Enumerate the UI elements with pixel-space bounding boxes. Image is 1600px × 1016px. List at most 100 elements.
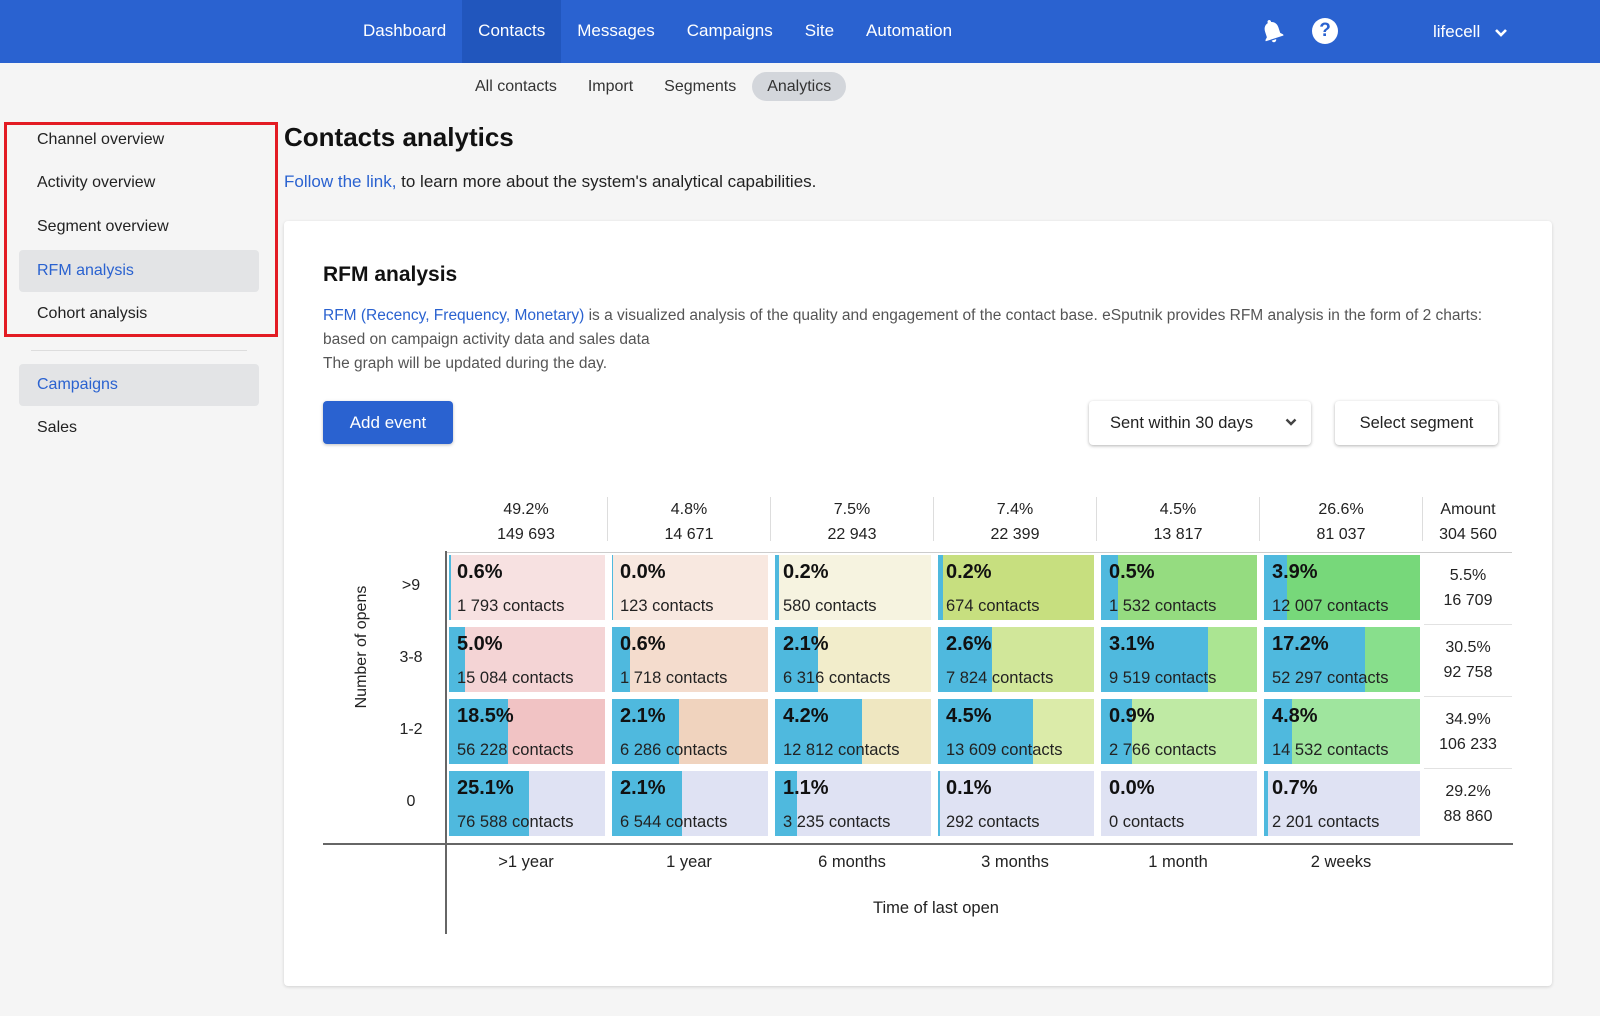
cell-contacts: 2 766 contacts — [1109, 741, 1217, 759]
share-bar — [775, 771, 797, 836]
sidebar-item-channel-overview[interactable]: Channel overview — [37, 131, 165, 148]
heatmap-cell[interactable]: 2.6% 7 824 contacts — [938, 627, 1094, 692]
amount-total: 304 560 — [1439, 526, 1497, 543]
cell-percent: 0.0% — [620, 561, 666, 583]
cell-percent: 0.5% — [1109, 561, 1155, 583]
sidebar-item-sales[interactable]: Sales — [37, 419, 78, 436]
follow-link[interactable]: Follow the link, — [284, 172, 397, 191]
sidebar-item-cohort-analysis[interactable]: Cohort analysis — [37, 305, 148, 322]
column-divider — [1096, 497, 1097, 541]
heatmap-cell[interactable]: 0.2% 580 contacts — [775, 555, 931, 620]
row-label: 0 — [406, 793, 416, 810]
heatmap-cell[interactable]: 0.0% 123 contacts — [612, 555, 768, 620]
heatmap-cell[interactable]: 2.1% 6 286 contacts — [612, 699, 768, 764]
heatmap-cell[interactable]: 4.5% 13 609 contacts — [938, 699, 1094, 764]
column-divider — [933, 497, 934, 541]
heatmap-cell[interactable]: 0.5% 1 532 contacts — [1101, 555, 1257, 620]
column-divider — [1259, 497, 1260, 541]
cell-percent: 0.6% — [457, 561, 503, 583]
cell-percent: 2.1% — [783, 633, 829, 655]
heatmap-cell[interactable]: 18.5% 56 228 contacts — [449, 699, 605, 764]
add-event-button[interactable]: Add event — [323, 401, 453, 444]
account-menu[interactable]: lifecell — [1433, 0, 1508, 63]
help-icon[interactable]: ? — [1312, 18, 1338, 44]
cell-contacts: 292 contacts — [946, 813, 1040, 831]
row-label: 3-8 — [399, 649, 423, 666]
account-name: lifecell — [1433, 22, 1481, 41]
heatmap-cell[interactable]: 0.2% 674 contacts — [938, 555, 1094, 620]
heatmap-cell[interactable]: 0.9% 2 766 contacts — [1101, 699, 1257, 764]
heatmap-cell[interactable]: 0.1% 292 contacts — [938, 771, 1094, 836]
cell-contacts: 13 609 contacts — [946, 741, 1063, 759]
highlight-frame — [4, 122, 278, 337]
share-bar — [449, 771, 529, 836]
heatmap-cell[interactable]: 2.1% 6 544 contacts — [612, 771, 768, 836]
row-total-pct: 29.2% — [1445, 783, 1491, 800]
row-separator — [1424, 624, 1512, 625]
tab-all-contacts[interactable]: All contacts — [475, 78, 557, 95]
heatmap-cell[interactable]: 0.0% 0 contacts — [1101, 771, 1257, 836]
cell-contacts: 12 812 contacts — [783, 741, 900, 759]
cell-contacts: 9 519 contacts — [1109, 669, 1217, 687]
share-bar — [449, 627, 465, 692]
heatmap-cell[interactable]: 4.2% 12 812 contacts — [775, 699, 931, 764]
column-total-pct: 4.5% — [1159, 501, 1197, 518]
nav-automation[interactable]: Automation — [866, 21, 953, 40]
nav-contacts[interactable]: Contacts — [462, 0, 562, 63]
share-bar — [1101, 555, 1119, 620]
row-total: 29.2% 88 860 — [1424, 779, 1512, 829]
x-tick-label: 1 year — [666, 853, 712, 871]
heatmap-cell[interactable]: 3.1% 9 519 contacts — [1101, 627, 1257, 692]
heatmap-cell[interactable]: 3.9% 12 007 contacts — [1264, 555, 1420, 620]
rfm-title: RFM analysis — [323, 263, 458, 286]
share-bar — [1101, 699, 1133, 764]
cell-percent: 0.9% — [1109, 705, 1155, 727]
heatmap-cell[interactable]: 1.1% 3 235 contacts — [775, 771, 931, 836]
row-total-count: 106 233 — [1439, 736, 1497, 753]
nav-campaigns[interactable]: Campaigns — [686, 21, 773, 40]
tab-segments[interactable]: Segments — [664, 78, 737, 95]
tab-analytics[interactable]: Analytics — [752, 72, 847, 101]
cell-contacts: 1 532 contacts — [1109, 597, 1217, 615]
heatmap-cell[interactable]: 2.1% 6 316 contacts — [775, 627, 931, 692]
sidebar-item-rfm-analysis[interactable]: RFM analysis — [19, 250, 259, 292]
sidebar-item-campaigns[interactable]: Campaigns — [19, 364, 259, 406]
row-total-pct: 5.5% — [1449, 567, 1487, 584]
select-segment-button[interactable]: Select segment — [1335, 401, 1498, 445]
cell-contacts: 76 588 contacts — [457, 813, 574, 831]
row-total-pct: 34.9% — [1445, 711, 1491, 728]
heatmap-cell[interactable]: 0.6% 1 718 contacts — [612, 627, 768, 692]
sidebar-item-activity-overview[interactable]: Activity overview — [37, 174, 156, 191]
nav-dashboard[interactable]: Dashboard — [363, 21, 447, 40]
column-total: 7.4% 22 399 — [935, 497, 1095, 547]
heatmap-cell[interactable]: 25.1% 76 588 contacts — [449, 771, 605, 836]
tab-import[interactable]: Import — [587, 78, 634, 95]
share-bar — [938, 771, 941, 836]
row-label: 1-2 — [399, 721, 423, 738]
cell-percent: 0.2% — [783, 561, 829, 583]
heatmap-cell[interactable]: 5.0% 15 084 contacts — [449, 627, 605, 692]
cell-contacts: 6 316 contacts — [783, 669, 891, 687]
cell-percent: 5.0% — [457, 633, 503, 655]
nav-site[interactable]: Site — [804, 21, 835, 40]
rfm-description: RFM (Recency, Frequency, Monetary) is a … — [323, 304, 1503, 376]
amount-header: Amount 304 560 — [1424, 497, 1512, 547]
heatmap-cell[interactable]: 17.2% 52 297 contacts — [1264, 627, 1420, 692]
row-total: 34.9% 106 233 — [1424, 707, 1512, 757]
cell-contacts: 123 contacts — [620, 597, 714, 615]
heatmap-cell[interactable]: 0.6% 1 793 contacts — [449, 555, 605, 620]
cell-percent: 0.7% — [1272, 777, 1318, 799]
row-separator — [1424, 696, 1512, 697]
nav-messages[interactable]: Messages — [577, 21, 655, 40]
share-bar — [1101, 627, 1209, 692]
cell-percent: 0.6% — [620, 633, 666, 655]
cell-percent: 3.1% — [1109, 633, 1155, 655]
heatmap-cell[interactable]: 0.7% 2 201 contacts — [1264, 771, 1420, 836]
period-dropdown[interactable]: Sent within 30 days — [1089, 401, 1311, 445]
rfm-link[interactable]: RFM (Recency, Frequency, Monetary) — [323, 307, 585, 324]
cell-percent: 4.5% — [946, 705, 992, 727]
y-axis-line — [445, 551, 447, 934]
bell-icon[interactable] — [1257, 17, 1285, 45]
heatmap-cell[interactable]: 4.8% 14 532 contacts — [1264, 699, 1420, 764]
sidebar-item-segment-overview[interactable]: Segment overview — [37, 218, 169, 235]
